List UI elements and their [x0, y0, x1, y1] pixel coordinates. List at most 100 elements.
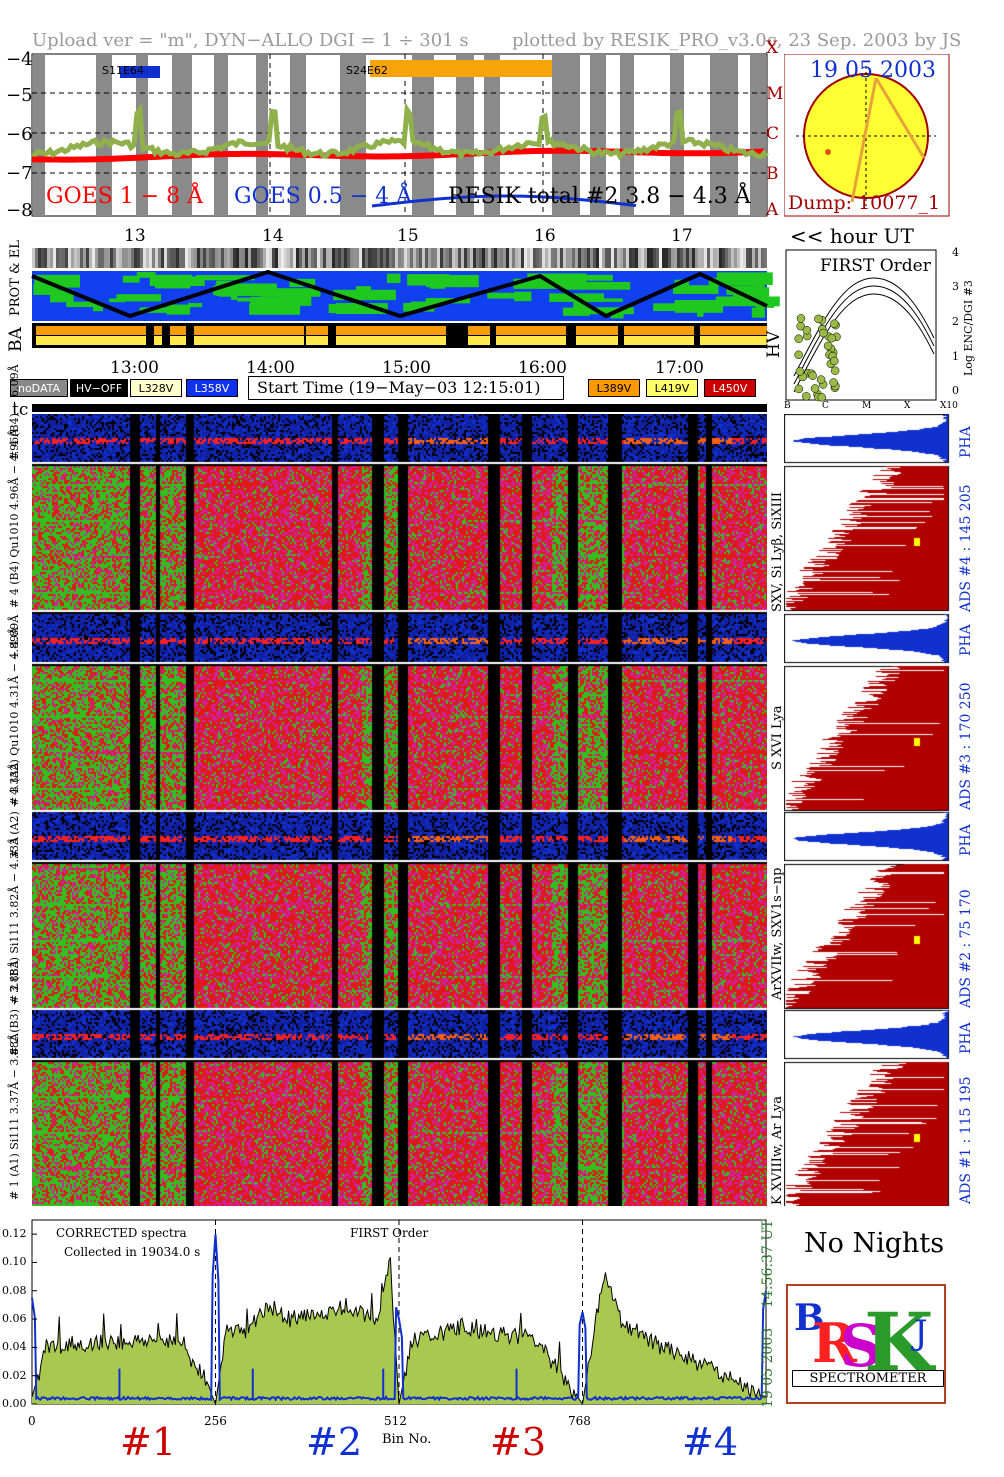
header-right: plotted by RESIK_PRO_v3.0c, 23 Sep. 2003…: [512, 30, 962, 51]
ch3-ads: ADS #3 : 170 250: [958, 682, 974, 810]
spectrum-corrected: CORRECTED spectra: [56, 1226, 187, 1240]
spec-ytick: 0.08: [2, 1283, 27, 1297]
fo-ytick-1: 1: [952, 350, 959, 363]
legend-l450: L450V: [704, 379, 756, 397]
class-x: X: [766, 38, 779, 58]
region-b-label: S24E62: [346, 64, 388, 77]
spec-xlabel: Bin No.: [382, 1432, 432, 1447]
goes18-label: GOES 1 − 8 Å: [46, 184, 204, 209]
spec-ytick: 0.02: [2, 1368, 27, 1382]
header-left: Upload ver = "m", DYN−ALLO DGI = 1 ÷ 301…: [32, 30, 469, 51]
time-tick-1600: 16:00: [518, 358, 567, 378]
fo-ytick-4: 4: [952, 246, 959, 259]
fo-ytick-0: 0: [952, 384, 959, 397]
legend-l358: L358V: [186, 379, 238, 397]
class-b: B: [766, 164, 779, 184]
tc-label: tc: [12, 400, 29, 420]
hour-tick-13: 13: [124, 226, 146, 246]
fo-xtick-x: X: [904, 401, 911, 411]
ch4-ads: ADS #4 : 145 205: [958, 484, 974, 612]
ch1-ads-label: # 1 (A1) Si111 3.37Å − 3.88Å: [8, 1033, 21, 1200]
spec-xtick-256: 256: [204, 1414, 227, 1428]
ch3-pha: PHA: [958, 624, 974, 656]
spectrum-chart: [31, 1219, 767, 1406]
hv-label: HV: [764, 330, 784, 358]
ch4-lines: SXV, Si Lyβ, SiXIII: [770, 492, 785, 612]
channel-4-label: #4: [682, 1420, 739, 1464]
time-tick-1700: 17:00: [655, 358, 704, 378]
legend-hvoff: HV−OFF: [70, 379, 128, 397]
time-tick-1400: 14:00: [246, 358, 295, 378]
first-order-panel: [785, 249, 937, 402]
hour-tick-16: 16: [534, 226, 556, 246]
svg-text:J: J: [911, 1313, 928, 1353]
ch2-lines: ArXVIIw, SXV1s−np: [770, 867, 785, 1000]
spectrum-time: 14:56:37 UT: [760, 1219, 776, 1308]
svg-text:R: R: [812, 1311, 858, 1375]
ch1-pha: PHA: [958, 1022, 974, 1054]
fo-ytick-3: 3: [952, 280, 959, 293]
hour-tick-14: 14: [262, 226, 284, 246]
time-tick-1500: 15:00: [382, 358, 431, 378]
svg-text:S: S: [840, 1312, 882, 1380]
legend-nodata: noDATA: [10, 379, 68, 397]
class-c: C: [766, 124, 780, 144]
spectrum-first: FIRST Order: [350, 1226, 429, 1240]
goes-ytick-5: −8: [6, 200, 33, 221]
goes054-label: GOES 0.5 − 4 Å: [234, 184, 413, 209]
spec-ytick: 0.12: [2, 1227, 27, 1241]
hour-tick-17: 17: [671, 226, 693, 246]
sun-date: 19 05 2003: [810, 58, 936, 83]
spectrogram-stack: [32, 414, 767, 1206]
fo-ytick-2: 2: [952, 315, 959, 328]
spectrum-collected: Collected in 19034.0 s: [64, 1245, 201, 1259]
channel-1-label: #1: [120, 1420, 177, 1464]
ch4-ads-label: # 4 (B4) Qu1010 4.96Å − 4.96Å: [8, 428, 21, 608]
tc-bar: [32, 404, 767, 412]
goes-ytick-1: −4: [6, 49, 33, 70]
no-nights: No Nights: [804, 1228, 945, 1259]
sun-disc-panel: [784, 54, 950, 217]
spectrum-series-2: [31, 1234, 767, 1402]
logo-name: SPECTROMETER: [792, 1370, 944, 1387]
prot-panel: [31, 248, 780, 348]
spec-xtick-0: 0: [28, 1414, 36, 1428]
channel-2-label: #2: [306, 1420, 363, 1464]
hour-unit-label: << hour UT: [790, 224, 914, 248]
class-a: A: [766, 200, 779, 220]
sun-dump: Dump: 10077_1: [788, 192, 941, 214]
spectrum-date: 19 05 2003: [760, 1327, 776, 1408]
spec-ytick: 0.04: [2, 1340, 27, 1354]
legend-l389: L389V: [588, 379, 640, 397]
legend-l419: L419V: [646, 379, 698, 397]
class-m: M: [766, 84, 784, 104]
start-time-box: Start Time (19−May−03 12:15:01): [248, 376, 564, 400]
resik-total-label: RESIK total #2 3.8 − 4.3 Å: [448, 184, 751, 209]
fo-ylabel: Log ENC/DGI #3: [962, 280, 975, 376]
ch2-ads: ADS #2 : 75 170: [958, 889, 974, 1008]
ch1-lines: K XVIIIw, Ar Lya: [770, 1096, 785, 1205]
fo-xtick-c: C: [822, 401, 829, 411]
time-tick-1300: 13:00: [110, 358, 159, 378]
first-order-title: FIRST Order: [820, 256, 931, 276]
spec-xtick-768: 768: [568, 1414, 591, 1428]
fo-xtick-x10: X10: [940, 401, 958, 411]
ch1-ads: ADS #1 : 115 195: [958, 1076, 974, 1204]
channel-3-label: #3: [490, 1420, 547, 1464]
spectrum-series-1: [31, 1257, 767, 1406]
spec-ytick: 0.06: [2, 1312, 27, 1326]
ba-label: BA: [6, 327, 26, 352]
region-a-label: S11E64: [102, 64, 144, 77]
fo-xtick-m: M: [862, 401, 872, 411]
prot-label: PROT & EL: [8, 240, 23, 316]
spec-xtick-512: 512: [384, 1414, 407, 1428]
goes-ytick-3: −6: [6, 124, 33, 145]
goes-panel: [31, 53, 779, 217]
resik-logo: B R S K J: [786, 1284, 946, 1404]
histogram-stack: [784, 414, 950, 1206]
ch3-lines: S XVI Lya: [770, 705, 785, 770]
goes-ytick-4: −7: [6, 163, 33, 184]
hour-tick-15: 15: [397, 226, 419, 246]
spec-ytick: 0.10: [2, 1255, 27, 1269]
spec-ytick: 0.00: [2, 1397, 27, 1410]
